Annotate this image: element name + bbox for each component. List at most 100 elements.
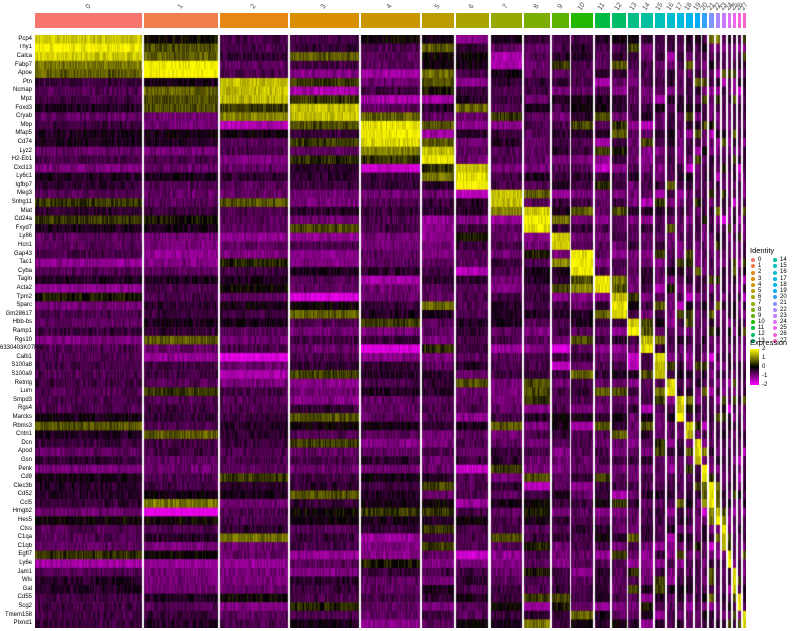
identity-legend-label: 27 <box>780 337 787 344</box>
identity-legend-label: 8 <box>758 306 762 313</box>
identity-legend-dot <box>751 270 755 275</box>
identity-legend-dot <box>773 276 777 281</box>
identity-legend-dot <box>751 320 755 325</box>
gene-label: Fxyd7 <box>15 224 32 231</box>
gene-label: Wls <box>22 577 32 584</box>
identity-legend-dot <box>773 264 777 269</box>
gene-label: Meg3 <box>16 190 32 197</box>
gene-label: Egfl7 <box>18 551 32 558</box>
identity-legend: Identity 0 14 1 15 2 16 3 17 4 18 5 19 6 20 7 21 8 22 9 23 1… <box>750 246 800 344</box>
identity-legend-label: 25 <box>780 325 787 332</box>
identity-legend-label: 17 <box>780 275 787 282</box>
cluster-color-segment <box>738 13 742 28</box>
gene-label: Calca <box>16 52 32 59</box>
identity-legend-items: 0 14 1 15 2 16 3 17 4 18 5 19 6 20 7 21 8 22 9 23 10 24 11 25 12… <box>750 257 800 344</box>
gene-label: Penk <box>18 465 32 472</box>
identity-legend-dot <box>751 338 755 343</box>
gene-label: Hes5 <box>17 517 32 524</box>
gene-label: Mpz <box>20 95 32 102</box>
identity-legend-dot <box>773 326 777 331</box>
gene-label: 6330403K07Rik <box>0 345 43 352</box>
cluster-color-segment <box>641 13 654 28</box>
gene-label: Ly6c1 <box>16 173 32 180</box>
gene-label: H2-Eb1 <box>11 156 32 163</box>
gene-label: Smpd3 <box>12 396 32 403</box>
cluster-color-segment <box>743 13 746 28</box>
identity-legend-dot <box>773 307 777 312</box>
identity-legend-label: 5 <box>758 288 762 295</box>
gene-label: Gap43 <box>13 250 32 257</box>
identity-legend-dot <box>751 264 755 269</box>
gene-label: S100a9 <box>11 370 32 377</box>
cluster-color-segment <box>611 13 627 28</box>
cluster-color-segment <box>490 13 523 28</box>
identity-legend-dot <box>751 289 755 294</box>
cluster-color-segment <box>144 13 218 28</box>
gene-label: Rgs4 <box>17 405 32 412</box>
identity-legend-dot <box>751 307 755 312</box>
cluster-color-segment <box>676 13 684 28</box>
gene-label: Hcn1 <box>17 242 32 249</box>
gene-label: Apoe <box>17 70 32 77</box>
gene-label: Cd24a <box>14 216 32 223</box>
identity-legend-label: 20 <box>780 294 787 301</box>
gene-label: Hbb-bs <box>12 319 32 326</box>
cluster-color-segment <box>728 13 732 28</box>
expression-colorbar <box>750 349 759 385</box>
identity-legend-dot <box>773 313 777 318</box>
identity-legend-label: 2 <box>758 269 762 276</box>
gene-label: Acta2 <box>16 285 32 292</box>
identity-legend-dot <box>751 295 755 300</box>
cluster-color-segment <box>524 13 550 28</box>
gene-label: Cryab <box>15 113 32 120</box>
gene-label: Retnlg <box>14 379 32 386</box>
gene-label: Rgs10 <box>14 336 32 343</box>
identity-legend-dot <box>751 326 755 331</box>
gene-label: Ramp1 <box>12 328 32 334</box>
expression-tick-label: 2 <box>762 346 766 352</box>
cluster-color-segment <box>694 13 701 28</box>
identity-legend-label: 0 <box>758 257 762 263</box>
cluster-color-segment <box>666 13 675 28</box>
gene-label: Apod <box>17 448 32 455</box>
identity-legend-label: 22 <box>780 306 787 313</box>
gene-label: Gsn <box>20 456 32 463</box>
identity-legend-label: 3 <box>758 275 762 282</box>
identity-legend-label: 21 <box>780 300 787 307</box>
gene-label: Igfbp7 <box>15 181 32 188</box>
gene-label: C1qb <box>17 542 32 549</box>
gene-label: Ncmap <box>12 87 32 94</box>
identity-legend-dot <box>751 276 755 281</box>
cluster-color-segment <box>456 13 489 28</box>
gene-label: Fabp7 <box>14 61 32 68</box>
gene-label: Cxcl13 <box>13 164 32 171</box>
gene-label: Dcn <box>21 439 32 446</box>
gene-label: Thy1 <box>18 44 32 51</box>
identity-legend-label: 10 <box>758 319 765 326</box>
identity-legend-dot <box>751 313 755 318</box>
gene-label: Sparc <box>16 302 32 309</box>
identity-legend-dot <box>773 338 777 343</box>
expression-tick-labels: 2 1 0 -1 -2 <box>762 346 776 388</box>
cluster-color-segment <box>551 13 570 28</box>
cluster-color-segment <box>628 13 640 28</box>
cluster-color-segment <box>702 13 708 28</box>
gene-label: Clec3b <box>13 482 32 489</box>
gene-label: Gm28617 <box>5 310 32 317</box>
cluster-color-segment <box>35 13 143 28</box>
expression-tick-label: -1 <box>762 373 768 379</box>
gene-label: Ptn <box>22 78 32 85</box>
gene-label: Jam1 <box>17 568 32 575</box>
identity-legend-label: 26 <box>780 331 787 338</box>
cluster-color-segment <box>360 13 420 28</box>
gene-label: Ccl5 <box>19 499 32 506</box>
identity-legend-label: 19 <box>780 288 787 295</box>
identity-legend-dot <box>751 301 755 306</box>
cluster-color-segment <box>571 13 593 28</box>
gene-label: Snhg11 <box>11 199 32 206</box>
identity-legend-dot <box>773 282 777 287</box>
expression-tick-label: 0 <box>762 364 766 370</box>
cluster-color-segment <box>594 13 610 28</box>
gene-label: Tac1 <box>19 259 32 266</box>
